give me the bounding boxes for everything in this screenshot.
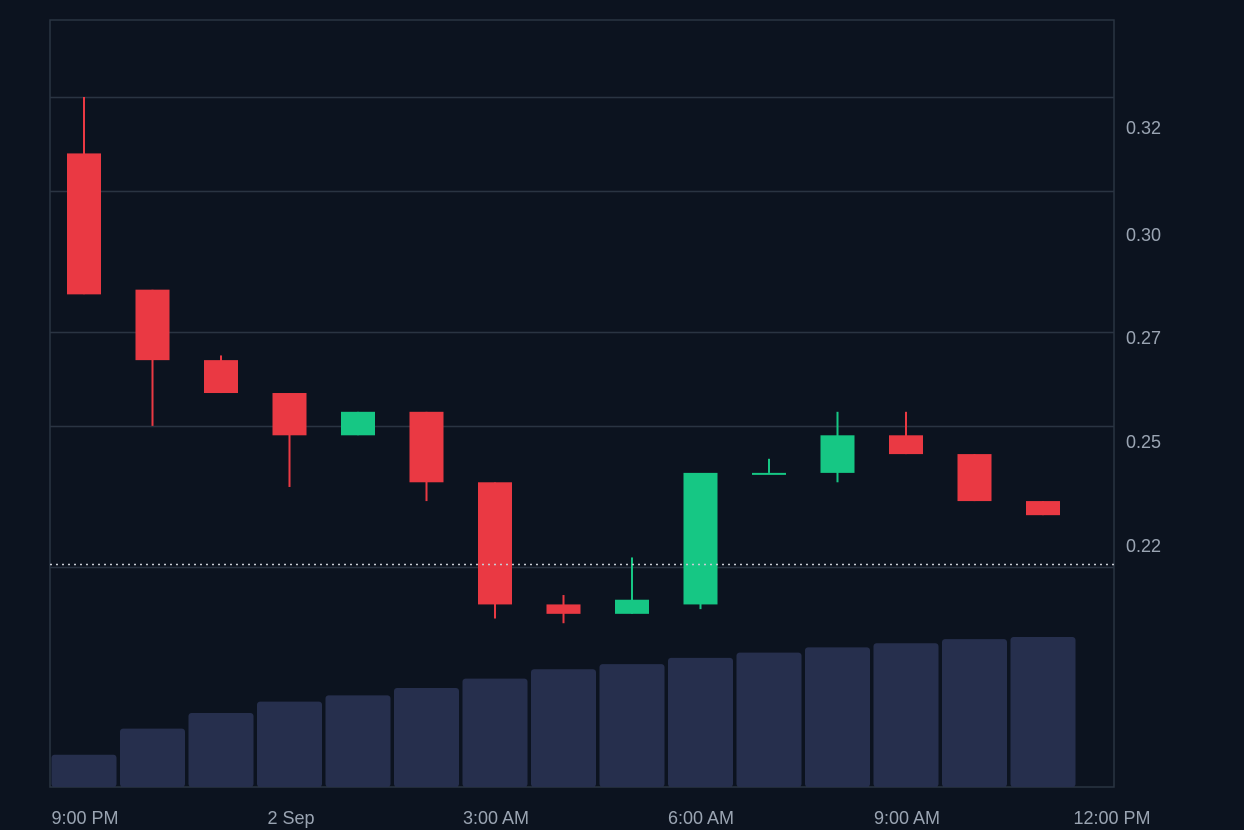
volume-bar bbox=[120, 728, 185, 787]
candle-body bbox=[683, 472, 718, 605]
candle-body bbox=[889, 435, 923, 455]
candles bbox=[67, 97, 1060, 624]
volume-bar bbox=[188, 713, 254, 787]
volume-bars bbox=[51, 637, 1076, 787]
candle-body bbox=[272, 393, 307, 436]
volume-bar bbox=[462, 678, 528, 787]
x-tick-label: 6:00 AM bbox=[668, 808, 734, 828]
candle-body bbox=[1026, 501, 1060, 516]
candle-body bbox=[204, 360, 238, 394]
candle-body bbox=[820, 435, 855, 473]
candle-body bbox=[478, 482, 512, 605]
x-tick-label: 9:00 PM bbox=[51, 808, 118, 828]
volume-bar bbox=[668, 657, 733, 787]
y-tick-label: 0.32 bbox=[1126, 118, 1161, 138]
x-tick-label: 9:00 AM bbox=[874, 808, 940, 828]
candle-body bbox=[546, 604, 581, 614]
x-tick-label: 3:00 AM bbox=[463, 808, 529, 828]
y-tick-label: 0.25 bbox=[1126, 432, 1161, 452]
y-axis: 0.32 0.30 0.27 0.25 0.22 bbox=[1126, 118, 1161, 556]
volume-bar bbox=[531, 669, 596, 787]
x-axis: 9:00 PM 2 Sep 3:00 AM 6:00 AM 9:00 AM 12… bbox=[51, 808, 1150, 828]
candle-body bbox=[957, 454, 992, 502]
volume-bar bbox=[325, 695, 391, 787]
candle-body bbox=[67, 153, 101, 295]
volume-bar bbox=[1010, 637, 1076, 787]
x-tick-label: 12:00 PM bbox=[1073, 808, 1150, 828]
volume-bar bbox=[942, 639, 1007, 787]
candle-body bbox=[341, 411, 375, 436]
volume-bar bbox=[51, 754, 117, 787]
candle-body bbox=[409, 411, 444, 483]
volume-bar bbox=[873, 643, 939, 787]
candle-body bbox=[752, 472, 786, 475]
y-tick-label: 0.22 bbox=[1126, 536, 1161, 556]
candle-body bbox=[135, 289, 170, 361]
x-tick-label: 2 Sep bbox=[267, 808, 314, 828]
volume-bar bbox=[599, 664, 665, 787]
volume-bar bbox=[394, 688, 459, 787]
volume-bar bbox=[805, 647, 870, 787]
volume-bar bbox=[736, 652, 802, 787]
candle-body bbox=[615, 599, 649, 614]
y-tick-label: 0.27 bbox=[1126, 328, 1161, 348]
volume-bar bbox=[257, 701, 322, 787]
y-tick-label: 0.30 bbox=[1126, 225, 1161, 245]
